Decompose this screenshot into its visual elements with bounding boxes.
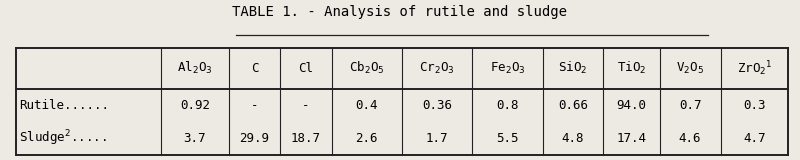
Text: Al$_2$O$_3$: Al$_2$O$_3$ <box>177 60 213 76</box>
Text: Sludge$^2$.....: Sludge$^2$..... <box>19 129 107 148</box>
Text: 0.7: 0.7 <box>679 99 702 112</box>
Text: Fe$_2$O$_3$: Fe$_2$O$_3$ <box>490 61 526 76</box>
Text: C: C <box>250 62 258 75</box>
Text: -: - <box>250 99 258 112</box>
Text: ZrO$_2$$^1$: ZrO$_2$$^1$ <box>737 59 772 78</box>
Text: -: - <box>302 99 310 112</box>
Text: 3.7: 3.7 <box>184 132 206 145</box>
Text: Cr$_2$O$_3$: Cr$_2$O$_3$ <box>419 61 455 76</box>
Text: 4.8: 4.8 <box>562 132 584 145</box>
Text: 4.6: 4.6 <box>679 132 702 145</box>
Text: 94.0: 94.0 <box>617 99 646 112</box>
Text: 0.66: 0.66 <box>558 99 588 112</box>
Text: 0.36: 0.36 <box>422 99 452 112</box>
Text: Cb$_2$O$_5$: Cb$_2$O$_5$ <box>349 60 385 76</box>
Text: 2.6: 2.6 <box>356 132 378 145</box>
Text: 0.8: 0.8 <box>496 99 518 112</box>
Text: 1.7: 1.7 <box>426 132 448 145</box>
Text: Cl: Cl <box>298 62 314 75</box>
Text: TABLE 1. - Analysis of rutile and sludge: TABLE 1. - Analysis of rutile and sludge <box>233 5 567 19</box>
Text: 0.92: 0.92 <box>180 99 210 112</box>
Text: V$_2$O$_5$: V$_2$O$_5$ <box>676 61 704 76</box>
Text: 18.7: 18.7 <box>291 132 321 145</box>
Text: TiO$_2$: TiO$_2$ <box>617 60 646 76</box>
Text: Rutile......: Rutile...... <box>19 99 109 112</box>
Text: 4.7: 4.7 <box>743 132 766 145</box>
Text: 17.4: 17.4 <box>617 132 646 145</box>
Text: 0.3: 0.3 <box>743 99 766 112</box>
Text: 0.4: 0.4 <box>356 99 378 112</box>
Text: SiO$_2$: SiO$_2$ <box>558 60 588 76</box>
Text: 29.9: 29.9 <box>239 132 270 145</box>
Text: 5.5: 5.5 <box>496 132 518 145</box>
